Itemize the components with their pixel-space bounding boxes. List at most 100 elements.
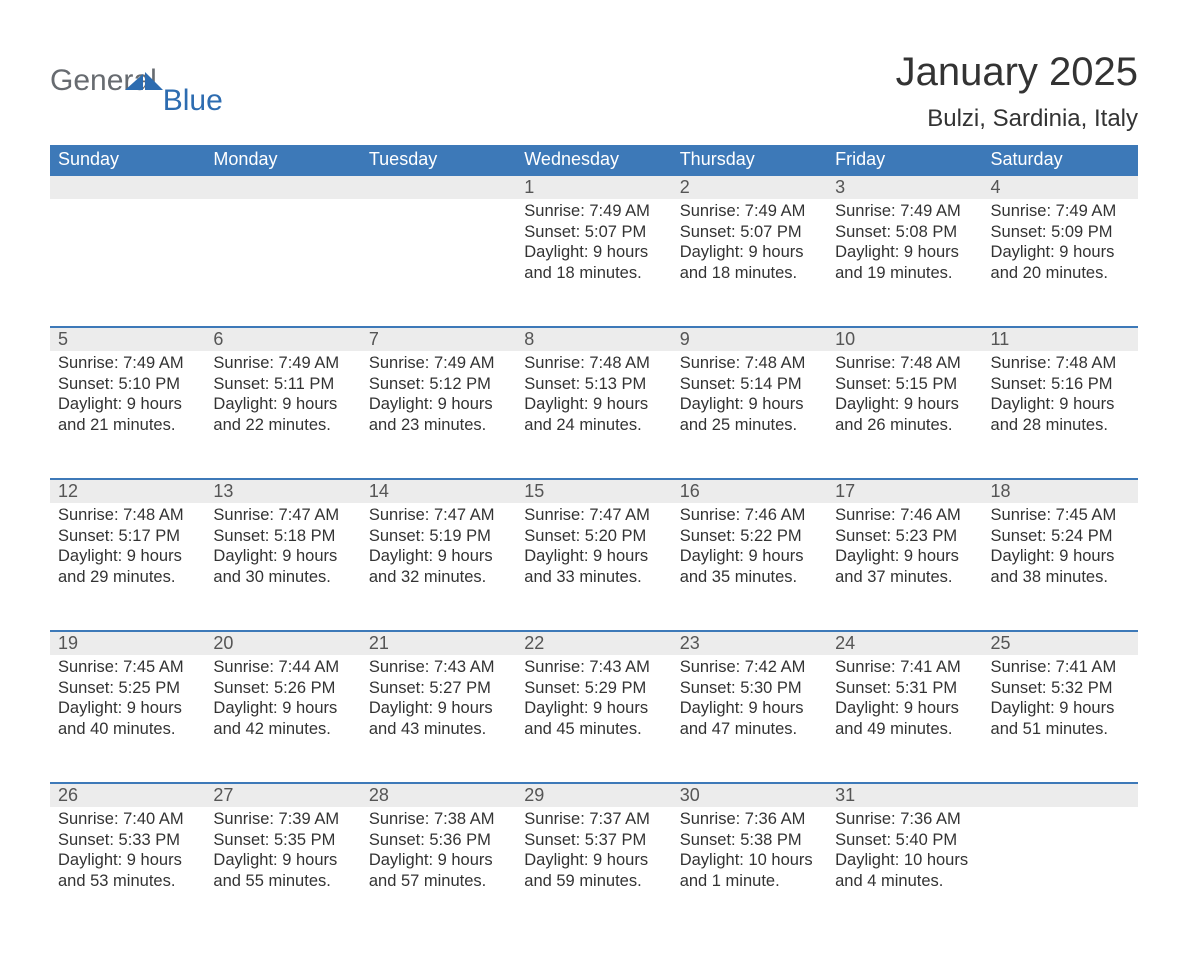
daylight-line: Daylight: 9 hours and 23 minutes. (369, 394, 508, 435)
day-number-cell: 18 (983, 479, 1138, 503)
calendar-document: General Blue January 2025 Bulzi, Sardini… (0, 0, 1188, 965)
sunrise-line: Sunrise: 7:46 AM (680, 505, 819, 526)
day-cell: Sunrise: 7:49 AMSunset: 5:07 PMDaylight:… (672, 199, 827, 327)
day-number-cell (50, 175, 205, 199)
day-number-cell: 9 (672, 327, 827, 351)
sunset-line: Sunset: 5:10 PM (58, 374, 197, 395)
sunrise-line: Sunrise: 7:43 AM (369, 657, 508, 678)
daylight-line: Daylight: 10 hours and 1 minute. (680, 850, 819, 891)
daylight-line: Daylight: 9 hours and 18 minutes. (680, 242, 819, 283)
sunset-line: Sunset: 5:37 PM (524, 830, 663, 851)
day-number-cell: 5 (50, 327, 205, 351)
day-cell: Sunrise: 7:46 AMSunset: 5:22 PMDaylight:… (672, 503, 827, 631)
day-cell: Sunrise: 7:45 AMSunset: 5:24 PMDaylight:… (983, 503, 1138, 631)
daylight-line: Daylight: 9 hours and 51 minutes. (991, 698, 1130, 739)
daylight-line: Daylight: 9 hours and 29 minutes. (58, 546, 197, 587)
day-number-cell: 8 (516, 327, 671, 351)
daylight-line: Daylight: 9 hours and 40 minutes. (58, 698, 197, 739)
daynum-row: 12131415161718 (50, 479, 1138, 503)
sunrise-line: Sunrise: 7:47 AM (213, 505, 352, 526)
day-cell: Sunrise: 7:47 AMSunset: 5:20 PMDaylight:… (516, 503, 671, 631)
day-number-cell: 21 (361, 631, 516, 655)
week-row: Sunrise: 7:45 AMSunset: 5:25 PMDaylight:… (50, 655, 1138, 783)
daylight-line: Daylight: 9 hours and 42 minutes. (213, 698, 352, 739)
sunset-line: Sunset: 5:27 PM (369, 678, 508, 699)
day-number-cell: 6 (205, 327, 360, 351)
day-cell: Sunrise: 7:42 AMSunset: 5:30 PMDaylight:… (672, 655, 827, 783)
daylight-line: Daylight: 9 hours and 38 minutes. (991, 546, 1130, 587)
day-number-cell: 1 (516, 175, 671, 199)
sunrise-line: Sunrise: 7:39 AM (213, 809, 352, 830)
week-row: Sunrise: 7:49 AMSunset: 5:10 PMDaylight:… (50, 351, 1138, 479)
daylight-line: Daylight: 9 hours and 53 minutes. (58, 850, 197, 891)
weekday-header: Tuesday (361, 145, 516, 175)
sunset-line: Sunset: 5:26 PM (213, 678, 352, 699)
day-number-cell: 13 (205, 479, 360, 503)
day-cell: Sunrise: 7:49 AMSunset: 5:08 PMDaylight:… (827, 199, 982, 327)
day-cell: Sunrise: 7:36 AMSunset: 5:38 PMDaylight:… (672, 807, 827, 935)
daylight-line: Daylight: 9 hours and 22 minutes. (213, 394, 352, 435)
sunset-line: Sunset: 5:32 PM (991, 678, 1130, 699)
day-cell: Sunrise: 7:49 AMSunset: 5:12 PMDaylight:… (361, 351, 516, 479)
daynum-row: 262728293031 (50, 783, 1138, 807)
sunset-line: Sunset: 5:24 PM (991, 526, 1130, 547)
sunset-line: Sunset: 5:19 PM (369, 526, 508, 547)
daylight-line: Daylight: 9 hours and 25 minutes. (680, 394, 819, 435)
daylight-line: Daylight: 9 hours and 33 minutes. (524, 546, 663, 587)
sunset-line: Sunset: 5:17 PM (58, 526, 197, 547)
day-number-cell: 14 (361, 479, 516, 503)
daylight-line: Daylight: 9 hours and 43 minutes. (369, 698, 508, 739)
daynum-row: 1234 (50, 175, 1138, 199)
sunrise-line: Sunrise: 7:49 AM (835, 201, 974, 222)
daylight-line: Daylight: 9 hours and 24 minutes. (524, 394, 663, 435)
day-cell (205, 199, 360, 327)
daylight-line: Daylight: 9 hours and 57 minutes. (369, 850, 508, 891)
sunset-line: Sunset: 5:31 PM (835, 678, 974, 699)
day-cell: Sunrise: 7:37 AMSunset: 5:37 PMDaylight:… (516, 807, 671, 935)
sunrise-line: Sunrise: 7:42 AM (680, 657, 819, 678)
day-cell (361, 199, 516, 327)
sunset-line: Sunset: 5:15 PM (835, 374, 974, 395)
sunset-line: Sunset: 5:18 PM (213, 526, 352, 547)
sunset-line: Sunset: 5:12 PM (369, 374, 508, 395)
day-number-cell: 4 (983, 175, 1138, 199)
sunrise-line: Sunrise: 7:49 AM (213, 353, 352, 374)
daylight-line: Daylight: 9 hours and 30 minutes. (213, 546, 352, 587)
daylight-line: Daylight: 9 hours and 26 minutes. (835, 394, 974, 435)
sunrise-line: Sunrise: 7:36 AM (680, 809, 819, 830)
day-number-cell (983, 783, 1138, 807)
daylight-line: Daylight: 9 hours and 45 minutes. (524, 698, 663, 739)
sunrise-line: Sunrise: 7:47 AM (524, 505, 663, 526)
weekday-header-row: SundayMondayTuesdayWednesdayThursdayFrid… (50, 145, 1138, 175)
daylight-line: Daylight: 9 hours and 21 minutes. (58, 394, 197, 435)
sunset-line: Sunset: 5:09 PM (991, 222, 1130, 243)
day-cell: Sunrise: 7:43 AMSunset: 5:27 PMDaylight:… (361, 655, 516, 783)
daynum-row: 19202122232425 (50, 631, 1138, 655)
day-number-cell: 17 (827, 479, 982, 503)
daylight-line: Daylight: 9 hours and 20 minutes. (991, 242, 1130, 283)
sunset-line: Sunset: 5:22 PM (680, 526, 819, 547)
sunrise-line: Sunrise: 7:41 AM (991, 657, 1130, 678)
sunset-line: Sunset: 5:16 PM (991, 374, 1130, 395)
day-number-cell: 29 (516, 783, 671, 807)
day-number-cell: 10 (827, 327, 982, 351)
day-cell: Sunrise: 7:48 AMSunset: 5:16 PMDaylight:… (983, 351, 1138, 479)
day-number-cell: 2 (672, 175, 827, 199)
sunset-line: Sunset: 5:40 PM (835, 830, 974, 851)
sunrise-line: Sunrise: 7:43 AM (524, 657, 663, 678)
header-row: General Blue January 2025 Bulzi, Sardini… (50, 50, 1138, 145)
weekday-header: Thursday (672, 145, 827, 175)
week-row: Sunrise: 7:49 AMSunset: 5:07 PMDaylight:… (50, 199, 1138, 327)
sunrise-line: Sunrise: 7:40 AM (58, 809, 197, 830)
sunset-line: Sunset: 5:38 PM (680, 830, 819, 851)
day-number-cell (361, 175, 516, 199)
daylight-line: Daylight: 9 hours and 59 minutes. (524, 850, 663, 891)
day-number-cell: 25 (983, 631, 1138, 655)
day-cell: Sunrise: 7:47 AMSunset: 5:19 PMDaylight:… (361, 503, 516, 631)
day-number-cell: 16 (672, 479, 827, 503)
daylight-line: Daylight: 9 hours and 28 minutes. (991, 394, 1130, 435)
sunset-line: Sunset: 5:11 PM (213, 374, 352, 395)
title-block: January 2025 Bulzi, Sardinia, Italy (896, 50, 1138, 145)
day-number-cell: 26 (50, 783, 205, 807)
weekday-header: Friday (827, 145, 982, 175)
